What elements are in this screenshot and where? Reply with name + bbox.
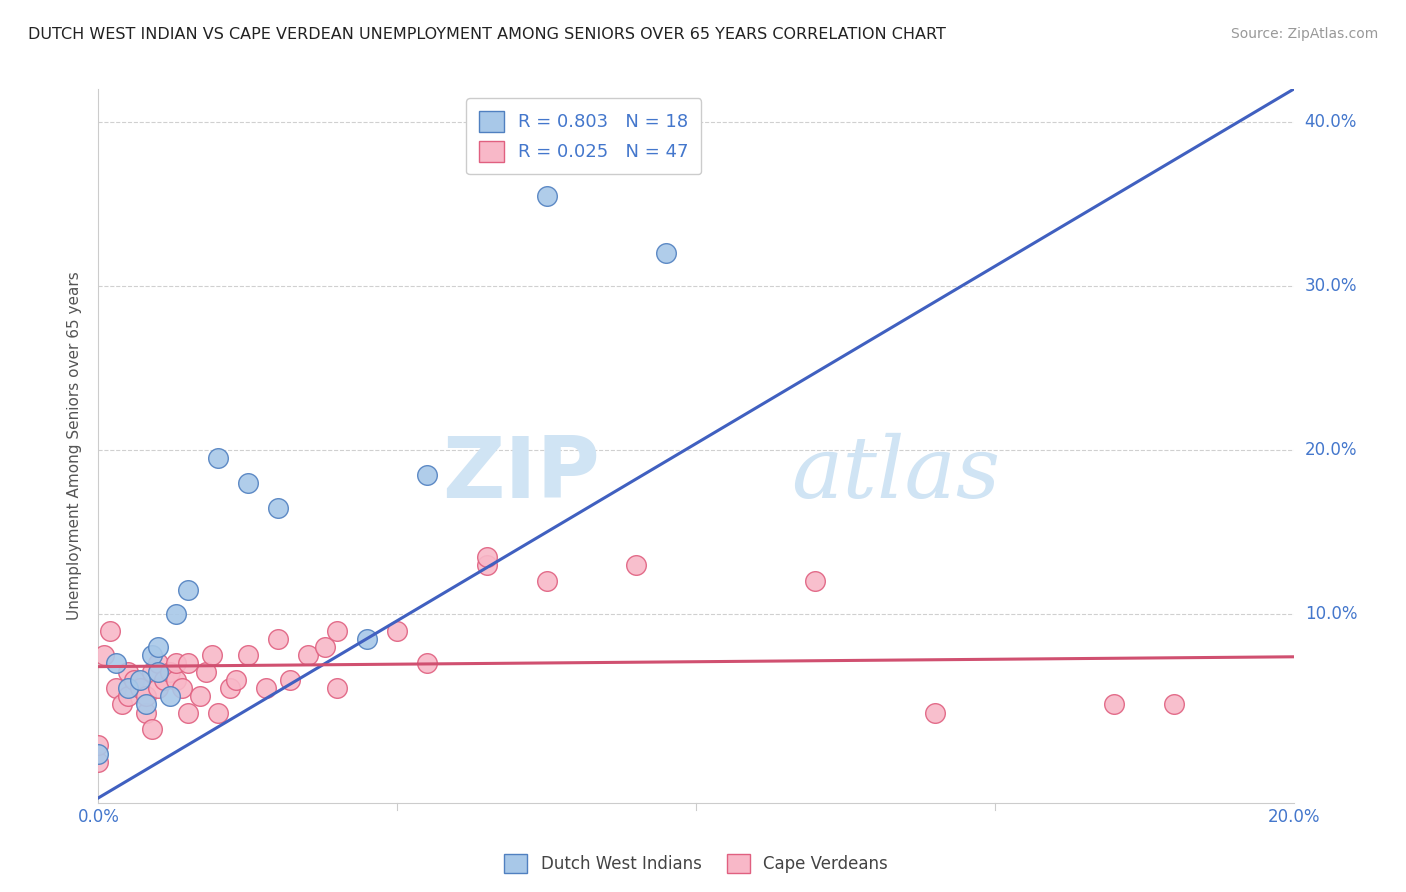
Legend: Dutch West Indians, Cape Verdeans: Dutch West Indians, Cape Verdeans xyxy=(498,847,894,880)
Point xyxy=(201,648,224,662)
Point xyxy=(148,665,170,679)
Point xyxy=(129,673,152,687)
Point xyxy=(326,681,349,695)
Point xyxy=(1104,698,1126,712)
Point xyxy=(655,246,678,260)
Text: Source: ZipAtlas.com: Source: ZipAtlas.com xyxy=(1230,27,1378,41)
Point xyxy=(148,640,170,654)
Point xyxy=(98,624,122,638)
Point xyxy=(536,189,558,203)
Point xyxy=(326,624,349,638)
Point xyxy=(297,648,319,662)
Point xyxy=(129,681,152,695)
Point xyxy=(153,673,176,687)
Point xyxy=(172,681,194,695)
Point xyxy=(385,624,409,638)
Point xyxy=(105,657,128,671)
Point xyxy=(165,673,187,687)
Point xyxy=(117,665,139,679)
Point xyxy=(225,673,247,687)
Point xyxy=(177,706,200,720)
Point xyxy=(165,657,187,671)
Point xyxy=(111,698,134,712)
Point xyxy=(87,747,110,761)
Point xyxy=(177,582,200,597)
Point xyxy=(141,648,163,662)
Point xyxy=(117,681,139,695)
Point xyxy=(87,755,110,769)
Point xyxy=(135,706,157,720)
Y-axis label: Unemployment Among Seniors over 65 years: Unemployment Among Seniors over 65 years xyxy=(67,272,83,620)
Point xyxy=(148,657,170,671)
Point xyxy=(159,689,181,703)
Point xyxy=(804,574,827,589)
Point xyxy=(254,681,277,695)
Text: 40.0%: 40.0% xyxy=(1305,113,1357,131)
Point xyxy=(117,689,139,703)
Point xyxy=(219,681,242,695)
Point xyxy=(135,698,157,712)
Point xyxy=(148,681,170,695)
Point xyxy=(159,665,181,679)
Point xyxy=(624,558,647,572)
Point xyxy=(105,681,128,695)
Point xyxy=(278,673,301,687)
Point xyxy=(924,706,946,720)
Point xyxy=(236,648,259,662)
Text: atlas: atlas xyxy=(792,434,1001,516)
Point xyxy=(416,467,439,482)
Text: ZIP: ZIP xyxy=(443,433,600,516)
Point xyxy=(356,632,378,646)
Point xyxy=(141,665,163,679)
Point xyxy=(177,657,200,671)
Point xyxy=(135,689,157,703)
Text: 10.0%: 10.0% xyxy=(1305,605,1357,624)
Point xyxy=(93,648,115,662)
Text: DUTCH WEST INDIAN VS CAPE VERDEAN UNEMPLOYMENT AMONG SENIORS OVER 65 YEARS CORRE: DUTCH WEST INDIAN VS CAPE VERDEAN UNEMPL… xyxy=(28,27,946,42)
Point xyxy=(536,574,558,589)
Text: 30.0%: 30.0% xyxy=(1305,277,1357,295)
Point xyxy=(267,632,290,646)
Point xyxy=(236,475,259,490)
Point xyxy=(267,500,290,515)
Point xyxy=(124,673,146,687)
Point xyxy=(194,665,218,679)
Point xyxy=(207,451,229,466)
Text: 20.0%: 20.0% xyxy=(1305,442,1357,459)
Point xyxy=(1163,698,1185,712)
Point xyxy=(165,607,187,622)
Point xyxy=(475,549,498,564)
Point xyxy=(475,558,498,572)
Point xyxy=(188,689,211,703)
Point xyxy=(315,640,337,654)
Point xyxy=(87,739,110,753)
Point xyxy=(141,722,163,736)
Point xyxy=(207,706,229,720)
Point xyxy=(416,657,439,671)
